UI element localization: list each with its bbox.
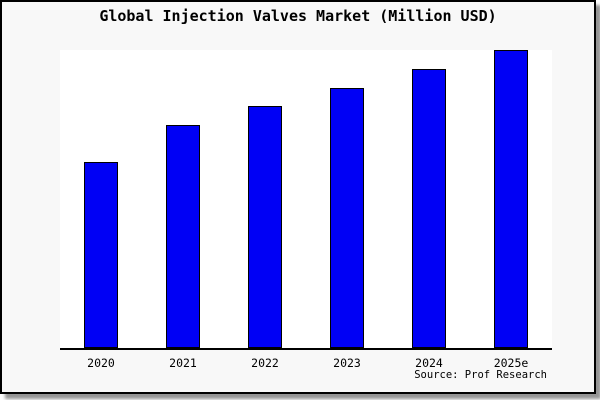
- x-tick-label-2024: 2024: [415, 356, 443, 370]
- plot-area: [60, 50, 552, 350]
- bar-2020: [84, 162, 118, 348]
- x-tick-label-2025e: 2025e: [493, 356, 529, 370]
- bar-2021: [166, 125, 200, 348]
- x-tick-label-2022: 2022: [251, 356, 279, 370]
- chart-frame: Global Injection Valves Market (Million …: [0, 0, 596, 394]
- bar-2025e: [494, 50, 528, 348]
- x-tick-label-2020: 2020: [87, 356, 115, 370]
- x-tick-label-2021: 2021: [169, 356, 197, 370]
- bar-2022: [248, 106, 282, 348]
- source-note: Source: Prof Research: [414, 369, 547, 381]
- chart-title: Global Injection Valves Market (Million …: [99, 7, 497, 25]
- x-tick-label-2023: 2023: [333, 356, 361, 370]
- bar-2024: [412, 69, 446, 348]
- bar-2023: [330, 88, 364, 348]
